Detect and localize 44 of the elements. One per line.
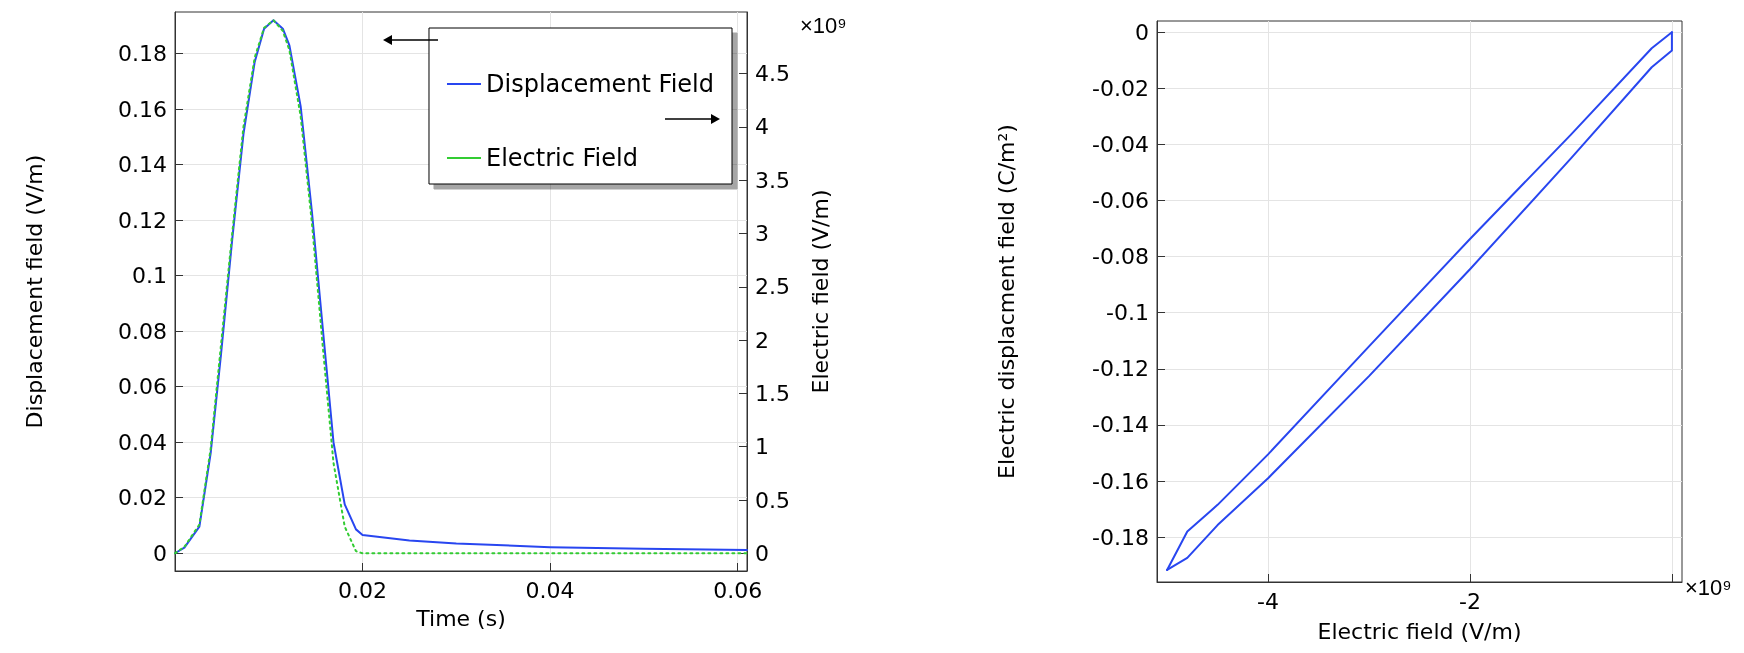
y2-axis-title: Electric field (V/m) [807,189,833,394]
y-tick-label: -0.12 [1092,356,1149,382]
y-tick-label: 0.04 [118,429,167,455]
y-tick-label: -0.02 [1092,75,1149,101]
legend-label: Displacement Field [485,70,714,98]
y-tick-label: 0 [1135,19,1149,45]
y2-tick-label: 2.5 [755,274,790,300]
legend-label: Electric Field [485,144,638,172]
y-tick-label: -0.04 [1092,131,1149,157]
y-tick-label: 0.16 [118,96,167,122]
y-tick-label: 0.14 [118,152,167,178]
y2-tick-label: 3 [755,221,769,247]
text: ×10⁹ [800,12,847,38]
y-tick-label: 0.12 [118,207,167,233]
y2-tick-label: 1 [755,434,769,460]
y2-tick-label: 4 [755,114,769,140]
y2-tick-label: 3.5 [755,167,790,193]
y-tick-label: -0.08 [1092,244,1149,270]
y-tick-label: 0.1 [132,263,167,289]
x-axis-title: Electric field (V/m) [1317,618,1522,644]
y2-tick-label: 0 [755,540,769,566]
text: ×10⁹ [1685,574,1732,600]
x-tick-label: -4 [1257,588,1280,614]
y2-tick-label: 2 [755,327,769,353]
y-tick-label: 0.18 [118,41,167,67]
y-tick-label: -0.1 [1106,300,1149,326]
y-axis-title: Displacement field (V/m) [21,154,47,429]
y-tick-label: -0.06 [1092,188,1149,214]
y2-tick-label: 0.5 [755,487,790,513]
y-axis-title: Electric displacment field (C/m²) [993,124,1019,479]
x-tick-label: -2 [1459,588,1481,614]
y-tick-label: -0.14 [1092,412,1149,438]
y-tick-label: 0.02 [118,485,167,511]
y2-tick-label: 4.5 [755,61,790,87]
x-axis-title: Time (s) [415,605,506,631]
x-tick-label: 0.02 [338,577,388,603]
x-tick-label: 0.04 [525,577,575,603]
y-tick-label: -0.16 [1092,468,1149,494]
y-tick-label: 0.06 [118,374,167,400]
x-tick-label: 0.06 [713,577,763,603]
y-tick-label: -0.18 [1092,524,1149,550]
y-tick-label: 0.08 [118,318,167,344]
y2-tick-label: 1.5 [755,380,790,406]
y-tick-label: 0 [153,540,167,566]
